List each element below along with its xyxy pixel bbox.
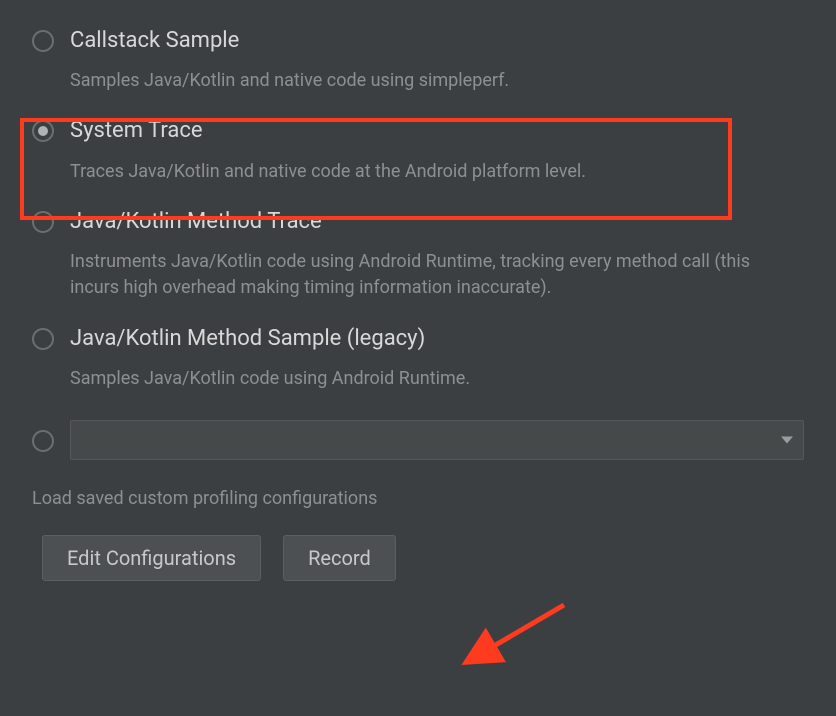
- profiling-config-panel: Callstack Sample Samples Java/Kotlin and…: [0, 0, 836, 601]
- hint-text: Load saved custom profiling configuratio…: [32, 488, 804, 509]
- option-desc: Samples Java/Kotlin code using Android R…: [70, 366, 790, 392]
- option-java-kotlin-method-sample-legacy[interactable]: Java/Kotlin Method Sample (legacy) Sampl…: [32, 320, 804, 410]
- button-row: Edit Configurations Record: [42, 535, 804, 581]
- custom-config-dropdown[interactable]: [70, 420, 804, 460]
- option-title: Java/Kotlin Method Sample (legacy): [70, 326, 804, 352]
- edit-configurations-button[interactable]: Edit Configurations: [42, 535, 261, 581]
- chevron-down-icon: [781, 437, 793, 444]
- radio-callstack-sample[interactable]: [32, 30, 54, 52]
- option-title: System Trace: [70, 118, 804, 144]
- radio-java-kotlin-method-sample-legacy[interactable]: [32, 328, 54, 350]
- option-title: Java/Kotlin Method Trace: [70, 209, 804, 235]
- radio-java-kotlin-method-trace[interactable]: [32, 211, 54, 233]
- option-desc: Traces Java/Kotlin and native code at th…: [70, 159, 790, 185]
- option-title: Callstack Sample: [70, 28, 804, 54]
- radio-custom-config[interactable]: [32, 430, 54, 452]
- record-button[interactable]: Record: [283, 535, 396, 581]
- option-callstack-sample[interactable]: Callstack Sample Samples Java/Kotlin and…: [32, 22, 804, 112]
- option-custom-config[interactable]: [32, 410, 804, 474]
- option-system-trace[interactable]: System Trace Traces Java/Kotlin and nati…: [32, 112, 804, 202]
- option-desc: Samples Java/Kotlin and native code usin…: [70, 68, 790, 94]
- option-java-kotlin-method-trace[interactable]: Java/Kotlin Method Trace Instruments Jav…: [32, 203, 804, 320]
- option-desc: Instruments Java/Kotlin code using Andro…: [70, 249, 790, 301]
- radio-system-trace[interactable]: [32, 120, 54, 142]
